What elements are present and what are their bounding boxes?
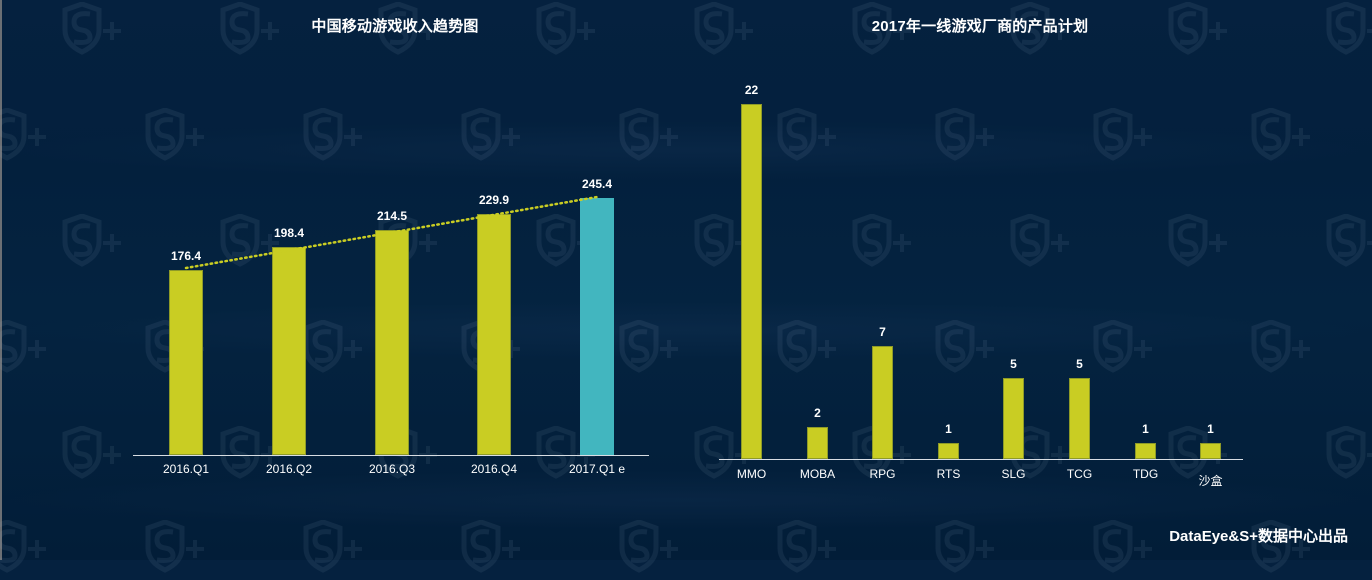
revenue-trend-line — [184, 195, 599, 270]
product-plan-category-label: RTS — [936, 467, 961, 481]
revenue-category-label: 2017.Q1 e — [568, 462, 626, 476]
product-plan-category-label: MMO — [736, 467, 767, 481]
product-plan-category-label: 沙盒 — [1198, 474, 1223, 488]
product-plan-bar[interactable] — [1200, 443, 1221, 459]
product-plan-bar[interactable] — [1069, 378, 1090, 459]
product-plan-bar[interactable] — [741, 104, 762, 459]
revenue-value-label: 176.4 — [170, 249, 202, 263]
revenue-category-label: 2016.Q4 — [470, 462, 518, 476]
revenue-category-label: 2016.Q2 — [265, 462, 313, 476]
revenue-bar[interactable] — [272, 247, 306, 455]
product-plan-category-label: TCG — [1066, 467, 1093, 481]
revenue-category-label: 2016.Q3 — [368, 462, 416, 476]
product-plan-category-label: TDG — [1132, 467, 1159, 481]
source-credit: DataEye&S+数据中心出品 — [1169, 528, 1348, 545]
window-left-edge — [0, 0, 2, 560]
revenue-bar[interactable] — [375, 230, 409, 455]
product-plan-x-axis — [719, 459, 1243, 460]
product-plan-bar[interactable] — [807, 427, 828, 459]
background-wave — [0, 300, 1372, 360]
product-plan-value-label: 7 — [879, 325, 886, 339]
product-plan-bar[interactable] — [1135, 443, 1156, 459]
product-plan-category-label: MOBA — [799, 467, 836, 481]
revenue-x-axis — [133, 455, 649, 456]
product-plan-category-label: RPG — [869, 467, 896, 481]
revenue-category-label: 2016.Q1 — [162, 462, 210, 476]
revenue-bar[interactable] — [477, 214, 511, 455]
revenue-bar[interactable] — [580, 198, 614, 455]
product-plan-value-label: 22 — [744, 83, 759, 97]
product-plan-chart-title: 2017年一线游戏厂商的产品计划 — [871, 18, 1089, 35]
revenue-bar[interactable] — [169, 270, 203, 455]
product-plan-bar[interactable] — [872, 346, 893, 459]
revenue-value-label: 245.4 — [581, 177, 613, 191]
product-plan-value-label: 2 — [814, 406, 821, 420]
revenue-value-label: 214.5 — [376, 209, 408, 223]
product-plan-bar[interactable] — [938, 443, 959, 459]
revenue-chart-title: 中国移动游戏收入趋势图 — [311, 18, 479, 35]
product-plan-bar[interactable] — [1003, 378, 1024, 459]
product-plan-value-label: 5 — [1010, 357, 1017, 371]
product-plan-value-label: 1 — [1207, 422, 1214, 436]
revenue-value-label: 198.4 — [273, 226, 305, 240]
product-plan-value-label: 1 — [1142, 422, 1149, 436]
product-plan-value-label: 5 — [1076, 357, 1083, 371]
background-wave — [0, 470, 1372, 530]
revenue-value-label: 229.9 — [478, 193, 510, 207]
product-plan-category-label: SLG — [1001, 467, 1026, 481]
background-wave — [0, 120, 1372, 180]
product-plan-value-label: 1 — [945, 422, 952, 436]
